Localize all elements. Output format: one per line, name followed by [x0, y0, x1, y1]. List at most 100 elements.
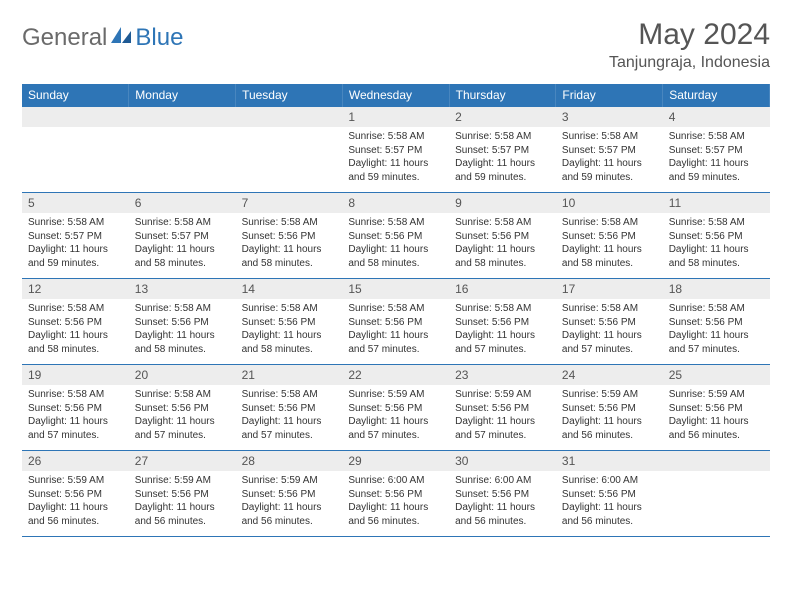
calendar-week-row: 1Sunrise: 5:58 AMSunset: 5:57 PMDaylight… [22, 107, 770, 193]
sunset-text: Sunset: 5:57 PM [455, 144, 550, 158]
daylight-text: Daylight: 11 hours and 56 minutes. [669, 415, 764, 442]
sunrise-text: Sunrise: 5:58 AM [669, 130, 764, 144]
daylight-text: Daylight: 11 hours and 58 minutes. [135, 243, 230, 270]
daylight-text: Daylight: 11 hours and 58 minutes. [669, 243, 764, 270]
daylight-text: Daylight: 11 hours and 59 minutes. [669, 157, 764, 184]
day-details: Sunrise: 5:59 AMSunset: 5:56 PMDaylight:… [22, 471, 129, 532]
day-number: 2 [449, 107, 556, 127]
weekday-header-row: Sunday Monday Tuesday Wednesday Thursday… [22, 84, 770, 107]
day-number: 1 [342, 107, 449, 127]
daylight-text: Daylight: 11 hours and 57 minutes. [562, 329, 657, 356]
sunset-text: Sunset: 5:56 PM [28, 488, 123, 502]
day-details [22, 127, 129, 134]
calendar-cell [663, 451, 770, 537]
sunset-text: Sunset: 5:57 PM [135, 230, 230, 244]
sunset-text: Sunset: 5:56 PM [455, 316, 550, 330]
daylight-text: Daylight: 11 hours and 58 minutes. [348, 243, 443, 270]
day-number [22, 107, 129, 127]
daylight-text: Daylight: 11 hours and 56 minutes. [562, 415, 657, 442]
sunrise-text: Sunrise: 5:58 AM [242, 388, 337, 402]
day-details: Sunrise: 5:59 AMSunset: 5:56 PMDaylight:… [129, 471, 236, 532]
day-details: Sunrise: 5:58 AMSunset: 5:56 PMDaylight:… [236, 385, 343, 446]
sunrise-text: Sunrise: 5:58 AM [562, 130, 657, 144]
calendar-week-row: 5Sunrise: 5:58 AMSunset: 5:57 PMDaylight… [22, 193, 770, 279]
calendar-cell: 8Sunrise: 5:58 AMSunset: 5:56 PMDaylight… [342, 193, 449, 279]
sunset-text: Sunset: 5:56 PM [348, 402, 443, 416]
day-number: 20 [129, 365, 236, 385]
calendar-cell: 25Sunrise: 5:59 AMSunset: 5:56 PMDayligh… [663, 365, 770, 451]
sunset-text: Sunset: 5:56 PM [242, 402, 337, 416]
sunrise-text: Sunrise: 5:58 AM [669, 216, 764, 230]
day-details: Sunrise: 6:00 AMSunset: 5:56 PMDaylight:… [449, 471, 556, 532]
sunset-text: Sunset: 5:56 PM [135, 402, 230, 416]
daylight-text: Daylight: 11 hours and 57 minutes. [242, 415, 337, 442]
day-details [663, 471, 770, 478]
calendar-cell: 27Sunrise: 5:59 AMSunset: 5:56 PMDayligh… [129, 451, 236, 537]
day-number: 31 [556, 451, 663, 471]
day-details: Sunrise: 5:58 AMSunset: 5:56 PMDaylight:… [342, 213, 449, 274]
calendar-cell: 30Sunrise: 6:00 AMSunset: 5:56 PMDayligh… [449, 451, 556, 537]
sunset-text: Sunset: 5:56 PM [242, 230, 337, 244]
location-label: Tanjungraja, Indonesia [609, 54, 770, 72]
sunrise-text: Sunrise: 5:59 AM [455, 388, 550, 402]
day-number: 23 [449, 365, 556, 385]
sunrise-text: Sunrise: 5:58 AM [242, 302, 337, 316]
sunset-text: Sunset: 5:56 PM [28, 316, 123, 330]
day-details: Sunrise: 5:58 AMSunset: 5:57 PMDaylight:… [556, 127, 663, 188]
day-number: 3 [556, 107, 663, 127]
day-number: 19 [22, 365, 129, 385]
calendar-cell: 18Sunrise: 5:58 AMSunset: 5:56 PMDayligh… [663, 279, 770, 365]
day-number: 9 [449, 193, 556, 213]
day-details: Sunrise: 5:58 AMSunset: 5:56 PMDaylight:… [236, 299, 343, 360]
calendar-table: Sunday Monday Tuesday Wednesday Thursday… [22, 84, 770, 537]
day-details: Sunrise: 5:58 AMSunset: 5:56 PMDaylight:… [22, 299, 129, 360]
sunset-text: Sunset: 5:56 PM [348, 316, 443, 330]
sunset-text: Sunset: 5:56 PM [455, 402, 550, 416]
page-header: General Blue May 2024 Tanjungraja, Indon… [22, 18, 770, 72]
calendar-cell: 14Sunrise: 5:58 AMSunset: 5:56 PMDayligh… [236, 279, 343, 365]
day-details: Sunrise: 6:00 AMSunset: 5:56 PMDaylight:… [556, 471, 663, 532]
day-details: Sunrise: 6:00 AMSunset: 5:56 PMDaylight:… [342, 471, 449, 532]
day-details: Sunrise: 5:58 AMSunset: 5:56 PMDaylight:… [663, 299, 770, 360]
sunrise-text: Sunrise: 5:58 AM [135, 302, 230, 316]
day-details: Sunrise: 5:58 AMSunset: 5:57 PMDaylight:… [663, 127, 770, 188]
sunrise-text: Sunrise: 5:59 AM [669, 388, 764, 402]
daylight-text: Daylight: 11 hours and 56 minutes. [455, 501, 550, 528]
daylight-text: Daylight: 11 hours and 58 minutes. [28, 329, 123, 356]
day-number: 17 [556, 279, 663, 299]
day-number [663, 451, 770, 471]
weekday-header: Tuesday [236, 84, 343, 107]
day-number: 16 [449, 279, 556, 299]
calendar-cell: 20Sunrise: 5:58 AMSunset: 5:56 PMDayligh… [129, 365, 236, 451]
day-details: Sunrise: 5:59 AMSunset: 5:56 PMDaylight:… [663, 385, 770, 446]
sunset-text: Sunset: 5:56 PM [562, 402, 657, 416]
calendar-cell: 2Sunrise: 5:58 AMSunset: 5:57 PMDaylight… [449, 107, 556, 193]
day-details: Sunrise: 5:58 AMSunset: 5:56 PMDaylight:… [236, 213, 343, 274]
sunset-text: Sunset: 5:56 PM [669, 230, 764, 244]
daylight-text: Daylight: 11 hours and 56 minutes. [28, 501, 123, 528]
day-details: Sunrise: 5:58 AMSunset: 5:56 PMDaylight:… [129, 299, 236, 360]
sunset-text: Sunset: 5:57 PM [562, 144, 657, 158]
calendar-cell: 15Sunrise: 5:58 AMSunset: 5:56 PMDayligh… [342, 279, 449, 365]
calendar-week-row: 26Sunrise: 5:59 AMSunset: 5:56 PMDayligh… [22, 451, 770, 537]
sunrise-text: Sunrise: 5:58 AM [348, 130, 443, 144]
day-number: 13 [129, 279, 236, 299]
sunrise-text: Sunrise: 5:58 AM [455, 216, 550, 230]
sunrise-text: Sunrise: 5:58 AM [455, 130, 550, 144]
sunrise-text: Sunrise: 5:59 AM [135, 474, 230, 488]
calendar-cell: 28Sunrise: 5:59 AMSunset: 5:56 PMDayligh… [236, 451, 343, 537]
calendar-cell: 26Sunrise: 5:59 AMSunset: 5:56 PMDayligh… [22, 451, 129, 537]
day-number: 18 [663, 279, 770, 299]
weekday-header: Monday [129, 84, 236, 107]
sunrise-text: Sunrise: 6:00 AM [455, 474, 550, 488]
calendar-cell: 21Sunrise: 5:58 AMSunset: 5:56 PMDayligh… [236, 365, 343, 451]
day-number: 22 [342, 365, 449, 385]
day-number: 25 [663, 365, 770, 385]
daylight-text: Daylight: 11 hours and 57 minutes. [669, 329, 764, 356]
daylight-text: Daylight: 11 hours and 57 minutes. [348, 415, 443, 442]
calendar-week-row: 19Sunrise: 5:58 AMSunset: 5:56 PMDayligh… [22, 365, 770, 451]
sunrise-text: Sunrise: 5:58 AM [28, 302, 123, 316]
day-number: 12 [22, 279, 129, 299]
calendar-cell: 17Sunrise: 5:58 AMSunset: 5:56 PMDayligh… [556, 279, 663, 365]
daylight-text: Daylight: 11 hours and 56 minutes. [348, 501, 443, 528]
